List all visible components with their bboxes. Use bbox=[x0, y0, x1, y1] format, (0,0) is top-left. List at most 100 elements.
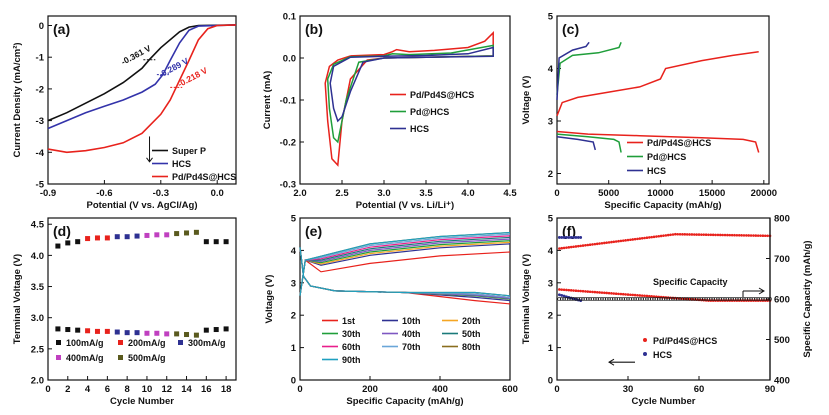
data-point-discharge bbox=[631, 293, 635, 297]
capacity-point bbox=[642, 297, 647, 301]
capacity-point bbox=[732, 297, 737, 301]
capacity-point bbox=[749, 297, 753, 301]
data-point-charge bbox=[124, 234, 130, 240]
series-line-2 bbox=[556, 42, 622, 95]
legend-label: 50th bbox=[462, 329, 481, 339]
capacity-point bbox=[557, 297, 562, 301]
y-tick-label: -0.3 bbox=[280, 180, 296, 191]
capacity-point bbox=[730, 297, 735, 301]
capacity-point bbox=[581, 297, 585, 301]
capacity-point bbox=[758, 297, 763, 301]
legend-label: Pd@HCS bbox=[410, 107, 449, 117]
capacity-point bbox=[649, 297, 654, 301]
data-point-charge bbox=[595, 242, 599, 246]
capacity-point bbox=[663, 297, 668, 301]
legend-label: 400mA/g bbox=[66, 353, 104, 363]
data-point-charge bbox=[65, 240, 71, 246]
data-point-charge bbox=[759, 234, 762, 237]
data-point-discharge bbox=[55, 326, 61, 332]
data-point-charge bbox=[581, 244, 585, 247]
data-point-charge bbox=[650, 235, 653, 239]
data-point-discharge bbox=[643, 294, 646, 298]
capacity-point bbox=[635, 297, 640, 301]
data-point-charge bbox=[730, 233, 734, 237]
data-point-charge bbox=[726, 233, 729, 237]
data-point-charge bbox=[576, 236, 580, 239]
capacity-point bbox=[675, 297, 680, 301]
charge-curve-9 bbox=[299, 232, 511, 296]
data-point-discharge bbox=[569, 289, 573, 292]
capacity-point bbox=[756, 297, 761, 301]
data-point-charge bbox=[184, 230, 190, 236]
panel-c: 0 5000 10000 15000 20000 2 3 4 5 Specific Capacit… bbox=[521, 12, 777, 212]
legend-label: HCS bbox=[653, 350, 672, 360]
capacity-point bbox=[739, 297, 744, 301]
legend-label: 20th bbox=[462, 316, 481, 326]
x-tick-label: 3.0 bbox=[377, 188, 390, 199]
capacity-point bbox=[682, 297, 687, 301]
data-point-charge bbox=[700, 233, 703, 236]
capacity-point bbox=[704, 297, 709, 301]
x-tick-label: 4 bbox=[85, 384, 91, 395]
capacity-point bbox=[699, 297, 704, 301]
y-tick-label: 1 bbox=[291, 343, 297, 354]
data-point-charge bbox=[707, 233, 710, 237]
data-point-discharge bbox=[565, 288, 568, 292]
legend-label: Pd/Pd4S@HCS bbox=[653, 336, 717, 346]
y-tick-label: 0 bbox=[548, 376, 553, 387]
data-point-charge bbox=[144, 232, 150, 238]
data-point-charge bbox=[574, 245, 578, 248]
data-point-charge bbox=[638, 237, 642, 240]
capacity-point bbox=[564, 297, 569, 301]
y2-tick-label: 400 bbox=[774, 376, 790, 387]
data-point-charge bbox=[577, 244, 580, 248]
y-tick-label: 2 bbox=[548, 169, 553, 180]
legend-label: 10th bbox=[402, 316, 421, 326]
capacity-point bbox=[633, 297, 638, 301]
capacity-point bbox=[626, 297, 630, 301]
data-point-charge bbox=[565, 246, 568, 249]
legend-label: 60th bbox=[342, 342, 361, 352]
x-tick-label: 20000 bbox=[751, 188, 777, 199]
capacity-point bbox=[718, 297, 723, 301]
data-point-charge bbox=[754, 234, 758, 237]
capacity-point bbox=[671, 297, 675, 301]
y2-axis-label: Specific Capacity (mAh/g) bbox=[802, 240, 813, 357]
data-point-charge bbox=[626, 238, 630, 242]
capacity-point bbox=[623, 297, 628, 301]
data-point-discharge bbox=[603, 291, 606, 295]
data-point-discharge bbox=[607, 291, 611, 295]
y2-tick-label: 500 bbox=[774, 335, 790, 346]
capacity-point bbox=[751, 297, 756, 301]
capacity-point bbox=[734, 297, 739, 301]
data-point-charge bbox=[728, 233, 732, 237]
data-point-discharge bbox=[586, 290, 590, 293]
data-point-charge bbox=[572, 245, 575, 249]
data-point-charge bbox=[203, 239, 209, 245]
capacity-point bbox=[569, 297, 574, 301]
data-point-charge bbox=[709, 233, 713, 237]
data-point-discharge bbox=[621, 292, 625, 296]
data-point-charge bbox=[624, 239, 627, 242]
data-point-charge bbox=[704, 233, 708, 237]
data-point-charge bbox=[721, 233, 724, 237]
legend-label: 40th bbox=[402, 329, 421, 339]
x-tick-label: 18 bbox=[221, 384, 232, 395]
data-point-charge bbox=[655, 235, 658, 238]
x-tick-label: 0 bbox=[297, 384, 302, 395]
series-line-2 bbox=[329, 46, 494, 123]
data-point-charge bbox=[648, 236, 651, 239]
legend-label: Super P bbox=[172, 146, 206, 156]
data-point-charge bbox=[664, 234, 668, 237]
data-point-charge bbox=[685, 233, 689, 236]
y-tick-label: 4 bbox=[291, 246, 297, 257]
data-point-charge bbox=[640, 236, 644, 240]
x-tick-label: 200 bbox=[362, 384, 378, 395]
capacity-point bbox=[607, 297, 611, 301]
y-tick-label: 5 bbox=[291, 214, 297, 225]
x-tick-label: 10000 bbox=[647, 188, 673, 199]
legend-marker bbox=[56, 355, 61, 360]
capacity-point bbox=[708, 297, 713, 301]
data-point-discharge bbox=[591, 290, 594, 294]
data-point-charge bbox=[692, 233, 696, 236]
